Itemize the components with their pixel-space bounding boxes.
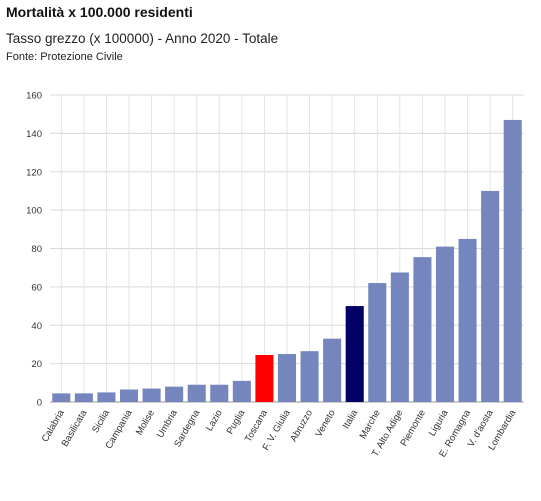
- bar: [52, 393, 71, 402]
- x-tick-label: Lazio: [204, 408, 225, 433]
- bar: [232, 380, 251, 402]
- y-tick-label: 120: [26, 167, 42, 178]
- chart-title: Mortalità x 100.000 residenti: [6, 4, 193, 20]
- bar: [255, 354, 274, 402]
- bar: [277, 354, 297, 402]
- bar: [300, 351, 319, 402]
- bar: [323, 338, 342, 402]
- bars: [52, 119, 522, 402]
- bar: [503, 119, 522, 402]
- chart-subtitle: Tasso grezzo (x 100000) - Anno 2020 - To…: [6, 31, 279, 46]
- bar: [187, 384, 206, 402]
- bar: [435, 246, 455, 402]
- bar: [390, 272, 409, 402]
- bar: [458, 238, 477, 402]
- bar: [413, 257, 432, 402]
- x-tick-label: Sicilia: [90, 407, 112, 435]
- x-tick-label: Puglia: [225, 407, 248, 436]
- y-tick-label: 40: [31, 321, 42, 332]
- bar: [74, 393, 93, 402]
- bar: [345, 306, 364, 402]
- y-tick-label: 80: [31, 244, 42, 255]
- x-tick-label: Molise: [134, 408, 157, 437]
- bar: [142, 388, 161, 402]
- bar: [368, 283, 387, 402]
- x-tick-label: Italia: [341, 407, 361, 430]
- bar: [210, 384, 229, 402]
- y-tick-label: 0: [37, 398, 42, 409]
- x-tick-label: Liguria: [427, 407, 451, 438]
- bar: [481, 190, 500, 402]
- chart-source: Fonte: Protezione Civile: [6, 51, 123, 63]
- bar: [97, 392, 116, 402]
- bar: [119, 389, 139, 402]
- bar: [165, 386, 184, 402]
- x-tick-label: Veneto: [313, 408, 337, 439]
- y-tick-label: 140: [26, 129, 42, 140]
- y-tick-label: 60: [31, 282, 42, 293]
- y-tick-label: 160: [26, 91, 42, 102]
- y-tick-label: 100: [26, 206, 42, 217]
- y-axis-ticks: 0 20 40 60 80 100 120 140 160: [26, 91, 42, 409]
- y-tick-label: 20: [31, 359, 42, 370]
